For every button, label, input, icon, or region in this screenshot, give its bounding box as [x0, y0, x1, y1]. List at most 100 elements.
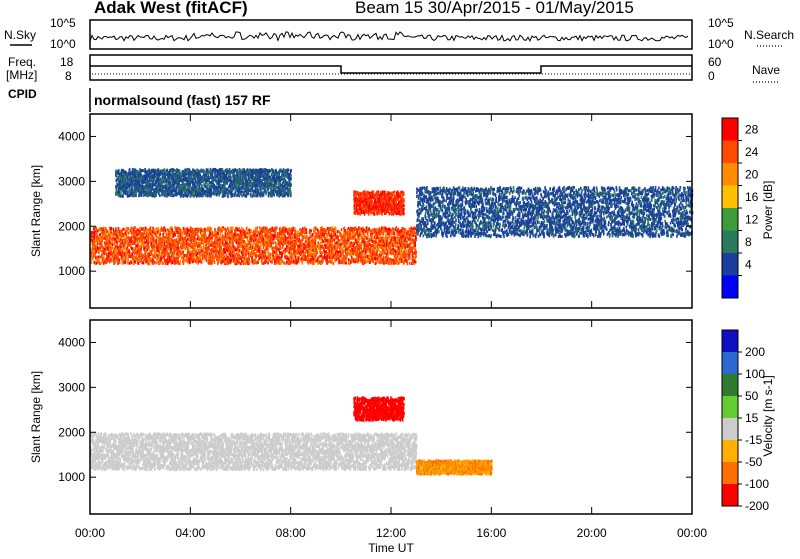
- range-cell: [345, 262, 347, 265]
- range-cell: [98, 256, 100, 259]
- range-cell: [282, 246, 284, 249]
- range-cell: [366, 260, 368, 263]
- range-cell: [282, 260, 284, 263]
- range-cell: [414, 227, 416, 230]
- range-cell: [177, 262, 179, 265]
- range-cell: [155, 261, 157, 264]
- range-cell: [165, 229, 167, 232]
- range-cell: [414, 244, 416, 247]
- range-cell: [335, 227, 337, 230]
- range-cell: [341, 228, 343, 231]
- range-cell: [210, 244, 212, 247]
- range-cell: [139, 245, 141, 248]
- range-cell: [335, 233, 337, 236]
- range-cell: [206, 242, 208, 245]
- range-cell: [285, 241, 287, 244]
- range-cell: [409, 262, 411, 265]
- range-cell: [214, 228, 216, 231]
- range-cell: [260, 243, 262, 246]
- range-cell: [111, 233, 113, 236]
- noise-right-tick-high: 10^5: [708, 16, 734, 30]
- range-cell: [371, 247, 373, 250]
- range-cell: [246, 253, 248, 256]
- range-cell: [298, 255, 300, 258]
- freq-left-tick-high: 18: [60, 55, 74, 69]
- station-title: Adak West (fitACF): [94, 0, 248, 17]
- range-cell: [308, 254, 310, 257]
- range-cell: [152, 259, 154, 262]
- range-cell: [198, 228, 200, 231]
- range-cell: [244, 241, 246, 244]
- range-cell: [116, 243, 118, 246]
- range-cell: [390, 233, 392, 236]
- range-cell: [223, 236, 225, 239]
- range-cell: [118, 169, 120, 172]
- range-cell: [316, 248, 318, 251]
- range-cell: [112, 247, 114, 250]
- range-cell: [170, 234, 172, 237]
- range-cell: [217, 242, 219, 245]
- range-cell: [281, 255, 283, 258]
- range-cell: [367, 235, 369, 238]
- range-cell: [383, 257, 385, 260]
- range-cell: [269, 253, 271, 256]
- range-cell: [129, 187, 131, 190]
- range-cell: [204, 254, 206, 257]
- range-cell: [376, 253, 378, 256]
- range-cell: [251, 256, 253, 259]
- range-cell: [162, 262, 164, 265]
- range-cell: [305, 228, 307, 231]
- power-feature-1: [115, 168, 292, 198]
- range-cell: [321, 226, 323, 229]
- range-cell: [221, 230, 223, 233]
- range-cell: [409, 257, 411, 260]
- range-cell: [256, 234, 258, 237]
- range-cell: [400, 233, 402, 236]
- noise-left-tick-high: 10^5: [50, 16, 76, 30]
- range-cell: [119, 261, 121, 264]
- range-cell: [295, 229, 297, 232]
- freq-panel: [90, 55, 692, 80]
- range-cell: [123, 228, 125, 231]
- freq-right-tick-low: 0: [708, 69, 715, 83]
- range-cell: [110, 242, 112, 245]
- range-cell: [343, 227, 345, 230]
- range-cell: [154, 245, 156, 248]
- range-cell: [197, 248, 199, 251]
- range-cell: [255, 227, 257, 230]
- range-cell: [361, 247, 363, 250]
- range-cell: [100, 249, 102, 252]
- range-cell: [328, 260, 330, 263]
- range-cell: [413, 234, 415, 237]
- range-cell: [226, 239, 228, 242]
- range-cell: [297, 231, 299, 234]
- range-cell: [292, 257, 294, 260]
- range-cell: [134, 226, 136, 229]
- range-cell: [92, 248, 94, 251]
- range-cell: [202, 257, 204, 260]
- range-cell: [399, 250, 401, 253]
- range-cell: [91, 252, 93, 255]
- power-scatter-layer: [90, 168, 693, 265]
- range-cell: [143, 262, 145, 265]
- range-cell: [187, 227, 189, 230]
- noise-left-tick-low: 10^0: [50, 37, 76, 51]
- noise-panel: [90, 20, 692, 49]
- range-cell: [184, 258, 186, 261]
- range-cell: [112, 243, 114, 246]
- range-cell: [318, 246, 320, 249]
- range-cell: [301, 244, 303, 247]
- power-feature-0: [90, 226, 417, 265]
- range-cell: [101, 240, 103, 243]
- range-cell: [317, 251, 319, 254]
- range-cell: [320, 245, 322, 248]
- range-cell: [278, 248, 280, 251]
- range-cell: [150, 226, 152, 229]
- range-cell: [232, 241, 234, 244]
- range-cell: [355, 234, 357, 237]
- range-cell: [315, 242, 317, 245]
- range-cell: [178, 247, 180, 250]
- range-cell: [357, 251, 359, 254]
- range-cell: [333, 262, 335, 265]
- range-cell: [93, 227, 95, 230]
